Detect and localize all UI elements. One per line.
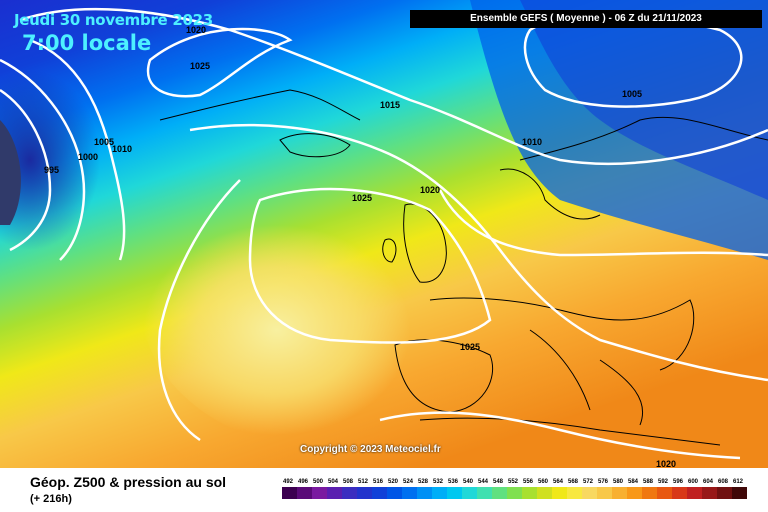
scale-label: 604: [703, 479, 714, 485]
scale-swatch: [387, 487, 402, 499]
scale-label: 524: [403, 479, 414, 485]
scale-label: 512: [358, 479, 369, 485]
scale-label: 496: [298, 479, 309, 485]
isobar-label: 1025: [460, 342, 480, 352]
scale-swatch: [687, 487, 702, 499]
scale-label: 520: [388, 479, 399, 485]
isobar-label: 1015: [380, 100, 400, 110]
scale-label: 560: [538, 479, 549, 485]
isobar-labels: 1020 1025 1015 1005 1010 1005 1000 995 1…: [44, 25, 676, 468]
scale-swatch: [717, 487, 732, 499]
greenland-land: [0, 120, 21, 225]
scale-label: 596: [673, 479, 684, 485]
scale-label: 528: [418, 479, 429, 485]
scale-label: 544: [478, 479, 489, 485]
scale-swatch: [357, 487, 372, 499]
scale-label: 564: [553, 479, 564, 485]
scale-swatch: [372, 487, 387, 499]
scale-label: 516: [373, 479, 384, 485]
legend-title: Géop. Z500 & pression au sol: [30, 474, 227, 490]
legend-subtitle: (+ 216h): [30, 493, 72, 505]
scale-swatch: [597, 487, 612, 499]
scale-label: 552: [508, 479, 519, 485]
scale-swatch: [552, 487, 567, 499]
coastlines: [159, 89, 768, 446]
scale-label: 500: [313, 479, 324, 485]
model-banner: Ensemble GEFS ( Moyenne ) - 06 Z du 21/1…: [410, 10, 762, 28]
scale-label: 568: [568, 479, 579, 485]
scale-swatch: [492, 487, 507, 499]
scale-swatch: [417, 487, 432, 499]
scale-label: 592: [658, 479, 669, 485]
scale-swatch: [672, 487, 687, 499]
copyright-notice: Copyright © 2023 Meteociel.fr: [300, 444, 441, 455]
isobar-label: 1010: [522, 137, 542, 147]
map-canvas: 1020 1025 1015 1005 1010 1005 1000 995 1…: [0, 0, 768, 468]
scale-swatch: [732, 487, 747, 499]
scale-swatch: [282, 487, 297, 499]
scale-label: 548: [493, 479, 504, 485]
scale-swatch: [477, 487, 492, 499]
color-scale: 492 496 500 504 508 512 516 520 524 528 532 536 540 5…: [282, 479, 747, 499]
scale-swatch: [567, 487, 582, 499]
isobar-label: 1025: [352, 193, 372, 203]
scale-swatch: [327, 487, 342, 499]
isobar-label: 1010: [112, 144, 132, 154]
scale-swatch: [612, 487, 627, 499]
isobar-label: 1020: [420, 185, 440, 195]
scale-label: 576: [598, 479, 609, 485]
isobar-label: 1005: [622, 89, 642, 99]
scale-swatch: [462, 487, 477, 499]
scale-swatch: [342, 487, 357, 499]
forecast-time: 7:00 locale: [22, 31, 152, 55]
scale-swatch: [447, 487, 462, 499]
scale-swatch: [432, 487, 447, 499]
scale-swatch: [702, 487, 717, 499]
scale-label: 572: [583, 479, 594, 485]
scale-label: 540: [463, 479, 474, 485]
scale-label: 504: [328, 479, 339, 485]
scale-label: 536: [448, 479, 459, 485]
scale-swatch: [582, 487, 597, 499]
scale-label: 492: [283, 479, 294, 485]
isobar-label: 1025: [190, 61, 210, 71]
scale-label: 508: [343, 479, 354, 485]
scale-swatch: [537, 487, 552, 499]
legend-bar: Géop. Z500 & pression au sol (+ 216h) 49…: [0, 468, 768, 512]
isobar-label: 1020: [656, 459, 676, 468]
scale-label: 608: [718, 479, 729, 485]
scale-swatch: [507, 487, 522, 499]
scale-label: 600: [688, 479, 699, 485]
scale-swatch: [627, 487, 642, 499]
ridge-zone: [140, 150, 520, 450]
isobar-label: 1020: [186, 25, 206, 35]
scale-swatch: [402, 487, 417, 499]
scale-label: 584: [628, 479, 639, 485]
scale-label: 588: [643, 479, 654, 485]
scale-label: 612: [733, 479, 744, 485]
forecast-date: Jeudi 30 novembre 2023: [14, 11, 213, 29]
scale-swatch: [642, 487, 657, 499]
scale-swatch: [657, 487, 672, 499]
scale-swatch: [312, 487, 327, 499]
scale-label: 532: [433, 479, 444, 485]
scale-swatch: [522, 487, 537, 499]
scale-label: 580: [613, 479, 624, 485]
scale-label: 556: [523, 479, 534, 485]
isobar-label: 1005: [94, 137, 114, 147]
scale-swatch: [297, 487, 312, 499]
isobar-label: 1000: [78, 152, 98, 162]
isobar-label: 995: [44, 165, 59, 175]
